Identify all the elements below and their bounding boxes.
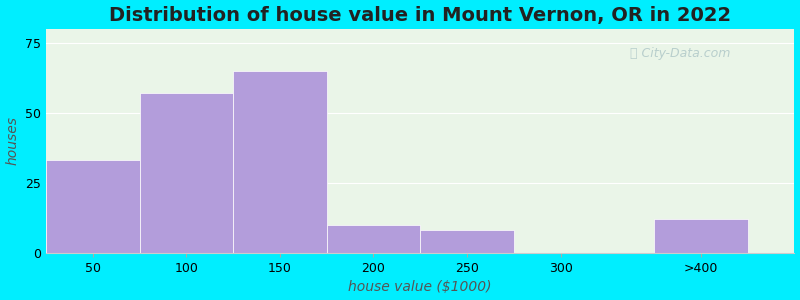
Text: ⓘ City-Data.com: ⓘ City-Data.com xyxy=(630,47,730,60)
Bar xyxy=(326,225,420,253)
Bar xyxy=(233,71,326,253)
X-axis label: house value ($1000): house value ($1000) xyxy=(349,280,492,294)
Y-axis label: houses: houses xyxy=(6,116,19,165)
Bar xyxy=(654,219,748,253)
Bar xyxy=(46,160,139,253)
Title: Distribution of house value in Mount Vernon, OR in 2022: Distribution of house value in Mount Ver… xyxy=(109,6,731,25)
Bar xyxy=(420,230,514,253)
Bar xyxy=(139,93,233,253)
